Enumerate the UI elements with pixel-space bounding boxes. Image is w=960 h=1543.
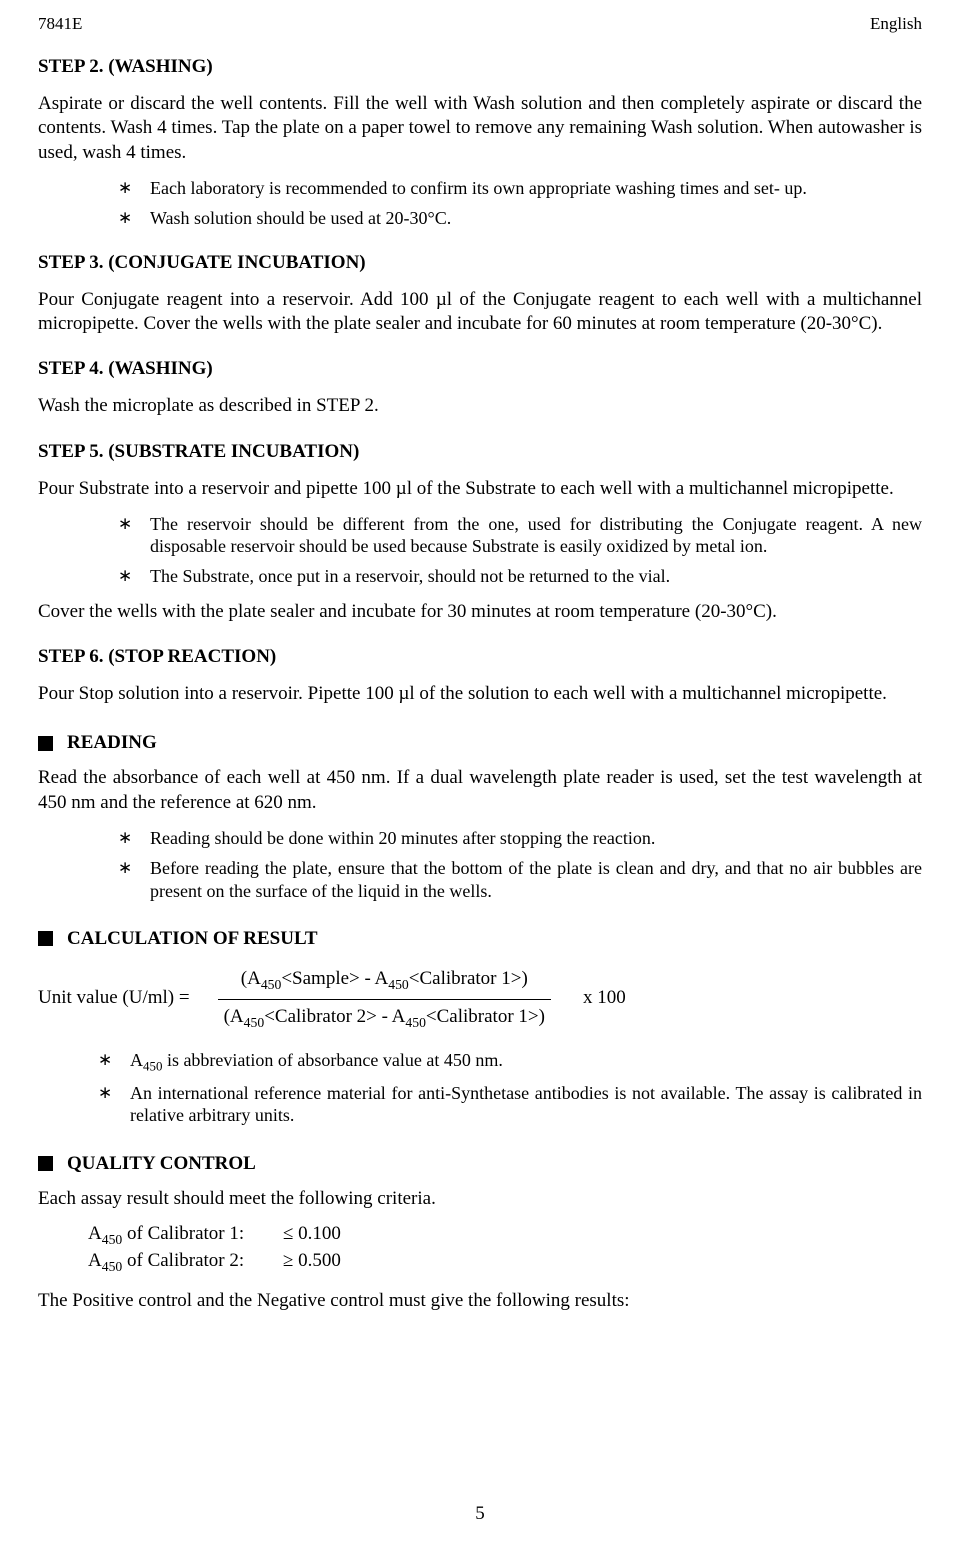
step2-title: STEP 2. (WASHING)	[38, 56, 922, 78]
qc-paragraph-1: Each assay result should meet the follow…	[38, 1187, 922, 1211]
square-bullet-icon	[38, 1156, 53, 1171]
note-text: The reservoir should be different from t…	[150, 513, 922, 558]
qc-value: ≤ 0.100	[283, 1223, 341, 1248]
reading-header: READING	[38, 732, 922, 754]
qc-label-part: of Calibrator 1:	[122, 1223, 244, 1244]
qc-label-part: of Calibrator 2:	[122, 1250, 244, 1271]
den-part: <Calibrator 2> - A	[264, 1006, 405, 1027]
header-right: English	[870, 14, 922, 34]
page-header: 7841E English	[38, 14, 922, 34]
note-text: Reading should be done within 20 minutes…	[150, 827, 922, 849]
qc-label-part: A	[88, 1223, 102, 1244]
den-sub: 450	[244, 1015, 265, 1030]
step3-title: STEP 3. (CONJUGATE INCUBATION)	[38, 252, 922, 274]
qc-label: A450 of Calibrator 2:	[88, 1250, 283, 1275]
header-left: 7841E	[38, 14, 82, 34]
step6-title: STEP 6. (STOP REACTION)	[38, 646, 922, 668]
page-number: 5	[0, 1503, 960, 1525]
den-part: <Calibrator 1>)	[426, 1006, 545, 1027]
den-sub: 450	[405, 1015, 426, 1030]
step4-title: STEP 4. (WASHING)	[38, 358, 922, 380]
asterisk-icon: ∗	[98, 1082, 130, 1127]
note-text: An international reference material for …	[130, 1082, 922, 1127]
formula-multiplier: x 100	[569, 987, 626, 1009]
step6-paragraph: Pour Stop solution into a reservoir. Pip…	[38, 682, 922, 706]
note-part: A	[130, 1050, 143, 1070]
note-text: Each laboratory is recommended to confir…	[150, 177, 922, 199]
step4-paragraph: Wash the microplate as described in STEP…	[38, 394, 922, 418]
note-item: ∗ The reservoir should be different from…	[118, 513, 922, 558]
note-text: A450 is abbreviation of absorbance value…	[130, 1049, 922, 1075]
num-sub: 450	[261, 977, 282, 992]
reading-notes: ∗ Reading should be done within 20 minut…	[38, 827, 922, 902]
step5-paragraph-2: Cover the wells with the plate sealer an…	[38, 600, 922, 624]
qc-criteria-row: A450 of Calibrator 2: ≥ 0.500	[88, 1250, 922, 1275]
asterisk-icon: ∗	[118, 513, 150, 558]
note-item: ∗ Wash solution should be used at 20-30°…	[118, 207, 922, 229]
calc-header: CALCULATION OF RESULT	[38, 928, 922, 950]
qc-criteria-list: A450 of Calibrator 1: ≤ 0.100 A450 of Ca…	[88, 1223, 922, 1275]
asterisk-icon: ∗	[118, 207, 150, 229]
square-bullet-icon	[38, 931, 53, 946]
formula-fraction: (A450<Sample> - A450<Calibrator 1>) (A45…	[200, 964, 569, 1033]
asterisk-icon: ∗	[118, 827, 150, 849]
formula-label: Unit value (U/ml) =	[38, 987, 200, 1009]
note-part: is abbreviation of absorbance value at 4…	[162, 1050, 502, 1070]
den-part: (A	[224, 1006, 244, 1027]
note-item: ∗ The Substrate, once put in a reservoir…	[118, 565, 922, 587]
qc-label: A450 of Calibrator 1:	[88, 1223, 283, 1248]
note-text: The Substrate, once put in a reservoir, …	[150, 565, 922, 587]
reading-paragraph: Read the absorbance of each well at 450 …	[38, 766, 922, 815]
document-page: 7841E English STEP 2. (WASHING) Aspirate…	[0, 0, 960, 1543]
num-part: <Calibrator 1>)	[409, 968, 528, 989]
qc-criteria-row: A450 of Calibrator 1: ≤ 0.100	[88, 1223, 922, 1248]
calc-notes: ∗ A450 is abbreviation of absorbance val…	[38, 1049, 922, 1127]
num-sub: 450	[388, 977, 409, 992]
asterisk-icon: ∗	[98, 1049, 130, 1075]
note-text: Wash solution should be used at 20-30°C.	[150, 207, 922, 229]
note-item: ∗ Before reading the plate, ensure that …	[118, 857, 922, 902]
note-item: ∗ A450 is abbreviation of absorbance val…	[98, 1049, 922, 1075]
reading-title: READING	[67, 732, 157, 754]
num-part: <Sample> - A	[281, 968, 388, 989]
note-item: ∗ An international reference material fo…	[98, 1082, 922, 1127]
asterisk-icon: ∗	[118, 857, 150, 902]
qc-label-sub: 450	[102, 1232, 123, 1247]
step2-paragraph: Aspirate or discard the well contents. F…	[38, 92, 922, 165]
qc-title: QUALITY CONTROL	[67, 1153, 256, 1175]
qc-header: QUALITY CONTROL	[38, 1153, 922, 1175]
square-bullet-icon	[38, 736, 53, 751]
calc-title: CALCULATION OF RESULT	[67, 928, 318, 950]
formula-numerator: (A450<Sample> - A450<Calibrator 1>)	[218, 964, 551, 1000]
qc-label-sub: 450	[102, 1259, 123, 1274]
step5-notes: ∗ The reservoir should be different from…	[38, 513, 922, 588]
step5-title: STEP 5. (SUBSTRATE INCUBATION)	[38, 441, 922, 463]
step5-paragraph-1: Pour Substrate into a reservoir and pipe…	[38, 477, 922, 501]
asterisk-icon: ∗	[118, 565, 150, 587]
formula-denominator: (A450<Calibrator 2> - A450<Calibrator 1>…	[218, 1000, 551, 1033]
note-item: ∗ Reading should be done within 20 minut…	[118, 827, 922, 849]
note-sub: 450	[143, 1058, 162, 1073]
num-part: (A	[241, 968, 261, 989]
step3-paragraph: Pour Conjugate reagent into a reservoir.…	[38, 288, 922, 337]
qc-value: ≥ 0.500	[283, 1250, 341, 1275]
note-text: Before reading the plate, ensure that th…	[150, 857, 922, 902]
step2-notes: ∗ Each laboratory is recommended to conf…	[38, 177, 922, 230]
qc-paragraph-2: The Positive control and the Negative co…	[38, 1289, 922, 1313]
qc-label-part: A	[88, 1250, 102, 1271]
calc-formula: Unit value (U/ml) = (A450<Sample> - A450…	[38, 964, 922, 1033]
asterisk-icon: ∗	[118, 177, 150, 199]
note-item: ∗ Each laboratory is recommended to conf…	[118, 177, 922, 199]
